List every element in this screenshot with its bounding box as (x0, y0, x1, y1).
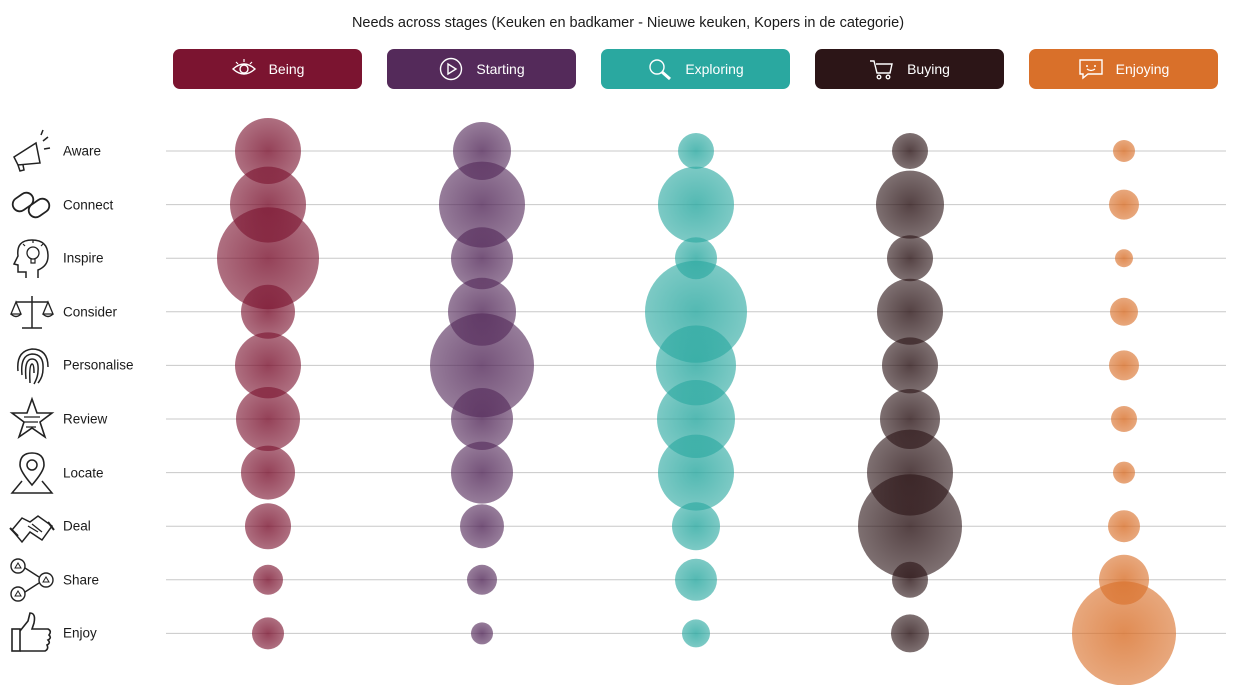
megaphone-icon (13, 129, 51, 172)
bubble-enjoying-enjoy (1072, 581, 1176, 685)
bubble-being-personalise (235, 332, 301, 399)
stage-label: Buying (907, 61, 950, 77)
bubble-enjoying-inspire (1115, 249, 1133, 268)
bubble-starting-enjoy (471, 622, 493, 645)
bubble-enjoying-deal (1108, 510, 1140, 543)
bubble-starting-locate (451, 441, 513, 504)
need-label-deal: Deal (63, 518, 91, 534)
bubble-starting-inspire (451, 227, 513, 290)
magnifier-icon (649, 59, 672, 81)
bubble-enjoying-consider (1110, 297, 1138, 326)
lightbulb-head-icon (12, 239, 49, 279)
scale-icon (10, 295, 54, 329)
bubble-buying-connect (876, 170, 944, 239)
bubble-buying-enjoy (891, 614, 929, 653)
stage-header-buying: Buying (815, 49, 1004, 89)
need-label-inspire: Inspire (63, 250, 104, 266)
play-icon (440, 57, 463, 81)
bubble-starting-review (451, 388, 513, 450)
bubble-exploring-deal (672, 502, 720, 551)
stage-label: Starting (476, 61, 525, 77)
bubble-being-inspire (217, 207, 319, 310)
need-label-consider: Consider (63, 304, 118, 320)
bubble-being-share (253, 564, 283, 595)
bubble-being-consider (241, 284, 295, 339)
need-label-share: Share (63, 572, 100, 588)
link-icon (11, 191, 51, 218)
bubble-buying-consider (877, 278, 943, 345)
stage-label: Being (268, 61, 305, 77)
need-label-enjoy: Enjoy (63, 625, 97, 641)
stage-label: Enjoying (1115, 61, 1170, 77)
need-label-review: Review (63, 411, 108, 427)
bubble-enjoying-connect (1109, 189, 1139, 220)
bubble-exploring-locate (658, 434, 734, 511)
bubble-being-deal (245, 503, 291, 550)
bubble-buying-inspire (887, 235, 933, 282)
fingerprint-icon (17, 348, 49, 385)
need-label-personalise: Personalise (63, 357, 134, 373)
chart-title: Needs across stages (Keuken en badkamer … (351, 15, 905, 31)
bubble-exploring-enjoy (682, 619, 710, 648)
chat-icon (1078, 59, 1103, 80)
bubble-exploring-connect (658, 166, 734, 243)
thumbs-up-icon (11, 612, 52, 653)
eye-icon (231, 59, 256, 75)
stage-header-starting: Starting (387, 49, 576, 89)
bubble-starting-deal (460, 504, 504, 549)
stage-label: Exploring (685, 61, 744, 77)
bubble-being-enjoy (252, 617, 284, 650)
need-label-locate: Locate (63, 465, 104, 481)
bubble-starting-connect (439, 161, 525, 248)
bubble-starting-share (467, 564, 497, 595)
need-label-connect: Connect (63, 197, 114, 213)
bubble-being-locate (241, 445, 295, 500)
bubble-enjoying-personalise (1109, 350, 1139, 381)
cart-icon (870, 60, 893, 80)
need-label-aware: Aware (63, 143, 102, 159)
bubble-exploring-aware (678, 133, 714, 169)
bubble-exploring-personalise (656, 325, 736, 406)
stage-header-being: Being (173, 49, 362, 89)
star-icon (9, 396, 55, 440)
bubble-being-review (236, 387, 300, 451)
stage-header-enjoying: Enjoying (1029, 49, 1218, 89)
bubble-buying-share (892, 561, 928, 598)
bubble-enjoying-review (1111, 406, 1137, 432)
bubble-being-aware (235, 118, 301, 184)
bubble-buying-aware (892, 133, 928, 169)
bubble-exploring-review (657, 380, 735, 458)
bubble-buying-deal (858, 474, 962, 579)
share-icon (10, 558, 54, 602)
bubble-enjoying-aware (1113, 140, 1135, 162)
map-pin-icon (10, 451, 54, 494)
bubble-starting-personalise (430, 313, 534, 418)
stage-header-exploring: Exploring (601, 49, 790, 89)
handshake-icon (9, 515, 55, 544)
bubble-exploring-share (675, 558, 717, 601)
bubble-buying-personalise (882, 337, 938, 394)
bubble-enjoying-locate (1113, 461, 1135, 484)
